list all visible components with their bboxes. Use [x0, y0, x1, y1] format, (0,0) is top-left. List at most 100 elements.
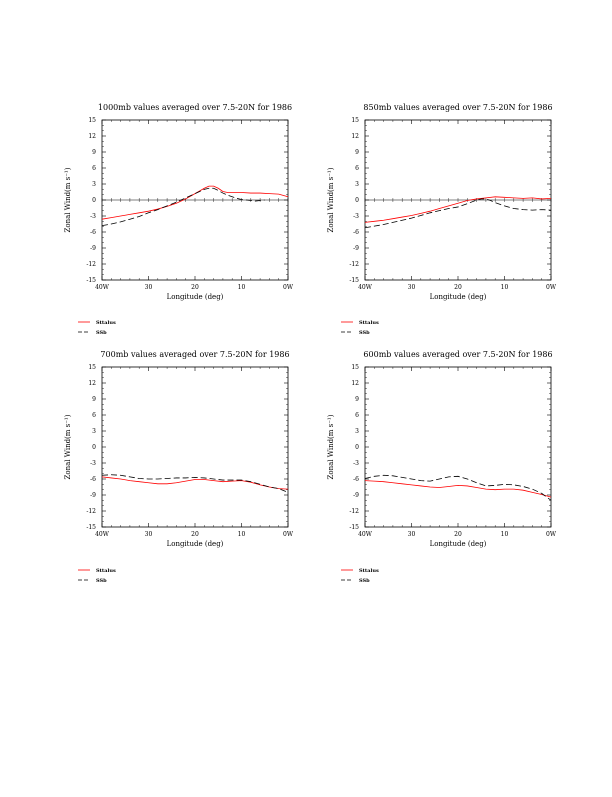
x-tick-label: 30: [408, 284, 416, 291]
legend-label: Sttalus: [96, 568, 116, 574]
chart-panel-2: 850mb values averaged over 7.5-20N for 1…: [327, 103, 557, 336]
x-tick-label: 20: [454, 284, 462, 291]
x-tick-label: 0W: [283, 284, 294, 291]
y-tick-label: 0: [355, 197, 359, 204]
x-tick-label: 30: [145, 284, 153, 291]
y-tick-label: -6: [90, 229, 96, 236]
series-line-ssb: [364, 474, 552, 501]
y-tick-label: 15: [88, 117, 96, 124]
legend-label: SSb: [359, 578, 370, 584]
y-tick-label: 9: [92, 149, 96, 156]
y-tick-label: 15: [88, 364, 96, 371]
x-axis-label: Longitude (deg): [430, 540, 487, 548]
y-tick-label: -3: [90, 213, 96, 220]
y-tick-label: -9: [90, 245, 96, 252]
x-tick-label: 0W: [283, 531, 294, 538]
series-line-ssb: [101, 474, 289, 493]
y-tick-label: -15: [86, 524, 96, 531]
series-line-ssb: [364, 198, 552, 229]
x-tick-label: 20: [191, 284, 199, 291]
y-tick-label: 12: [88, 380, 96, 387]
y-tick-label: 0: [92, 444, 96, 451]
y-axis-label: Zonal Wind(m s⁻¹): [327, 167, 335, 232]
y-tick-label: 3: [92, 181, 96, 188]
y-tick-label: -15: [349, 524, 359, 531]
series-line-sttalus: [101, 476, 289, 490]
y-tick-label: -3: [353, 213, 359, 220]
y-tick-label: 15: [351, 117, 359, 124]
y-tick-label: 9: [92, 396, 96, 403]
x-tick-label: 40W: [358, 531, 373, 538]
y-tick-label: -12: [86, 508, 96, 515]
legend-label: Sttalus: [96, 320, 116, 326]
y-axis-label: Zonal Wind(m s⁻¹): [64, 167, 72, 232]
y-tick-label: -3: [90, 460, 96, 467]
y-tick-label: -6: [353, 229, 359, 236]
x-axis-label: Longitude (deg): [430, 293, 487, 301]
legend-label: Sttalus: [359, 568, 379, 574]
y-tick-label: -9: [90, 492, 96, 499]
y-tick-label: 15: [351, 364, 359, 371]
legend-label: SSb: [96, 578, 107, 584]
y-tick-label: 6: [355, 165, 359, 172]
y-tick-label: 9: [355, 396, 359, 403]
x-tick-label: 40W: [358, 284, 373, 291]
y-tick-label: -15: [349, 277, 359, 284]
y-tick-label: 3: [355, 181, 359, 188]
x-tick-label: 10: [501, 531, 509, 538]
x-tick-label: 30: [145, 531, 153, 538]
plot-frame: [101, 366, 289, 528]
legend-label: SSb: [96, 330, 107, 336]
y-tick-label: 0: [92, 197, 96, 204]
chart-panel-3: 700mb values averaged over 7.5-20N for 1…: [64, 350, 294, 584]
y-tick-label: 12: [351, 133, 359, 140]
legend-label: Sttalus: [359, 320, 379, 326]
series-line-sttalus: [101, 185, 289, 220]
x-tick-label: 10: [501, 284, 509, 291]
chart-panel-4: 600mb values averaged over 7.5-20N for 1…: [327, 350, 557, 584]
x-axis-label: Longitude (deg): [167, 540, 224, 548]
chart-title: 700mb values averaged over 7.5-20N for 1…: [100, 350, 289, 359]
x-tick-label: 10: [238, 284, 246, 291]
y-tick-label: 0: [355, 444, 359, 451]
x-tick-label: 40W: [95, 284, 110, 291]
y-tick-label: 6: [92, 412, 96, 419]
plot-frame: [364, 366, 552, 528]
x-tick-label: 40W: [95, 531, 110, 538]
chart-title: 850mb values averaged over 7.5-20N for 1…: [363, 103, 552, 112]
y-axis-label: Zonal Wind(m s⁻¹): [64, 414, 72, 479]
x-tick-label: 0W: [546, 284, 557, 291]
y-tick-label: -9: [353, 492, 359, 499]
chart-title: 600mb values averaged over 7.5-20N for 1…: [363, 350, 552, 359]
series-line-sttalus: [364, 196, 552, 223]
y-tick-label: -6: [90, 476, 96, 483]
y-tick-label: 6: [92, 165, 96, 172]
y-tick-label: 6: [355, 412, 359, 419]
y-tick-label: -3: [353, 460, 359, 467]
y-axis-label: Zonal Wind(m s⁻¹): [327, 414, 335, 479]
y-tick-label: 9: [355, 149, 359, 156]
y-tick-label: -9: [353, 245, 359, 252]
y-tick-label: -12: [349, 261, 359, 268]
legend-label: SSb: [359, 330, 370, 336]
y-tick-label: -12: [86, 261, 96, 268]
series-line-ssb: [101, 187, 265, 226]
y-tick-label: 12: [351, 380, 359, 387]
x-tick-label: 10: [238, 531, 246, 538]
series-line-sttalus: [364, 480, 552, 498]
x-tick-label: 20: [454, 531, 462, 538]
y-tick-label: 3: [355, 428, 359, 435]
y-tick-label: 3: [92, 428, 96, 435]
chart-title: 1000mb values averaged over 7.5-20N for …: [98, 103, 292, 112]
chart-panel-1: 1000mb values averaged over 7.5-20N for …: [64, 103, 294, 336]
y-tick-label: -6: [353, 476, 359, 483]
y-tick-label: -12: [349, 508, 359, 515]
x-axis-label: Longitude (deg): [167, 293, 224, 301]
x-tick-label: 30: [408, 531, 416, 538]
y-tick-label: -15: [86, 277, 96, 284]
x-tick-label: 20: [191, 531, 199, 538]
x-tick-label: 0W: [546, 531, 557, 538]
y-tick-label: 12: [88, 133, 96, 140]
